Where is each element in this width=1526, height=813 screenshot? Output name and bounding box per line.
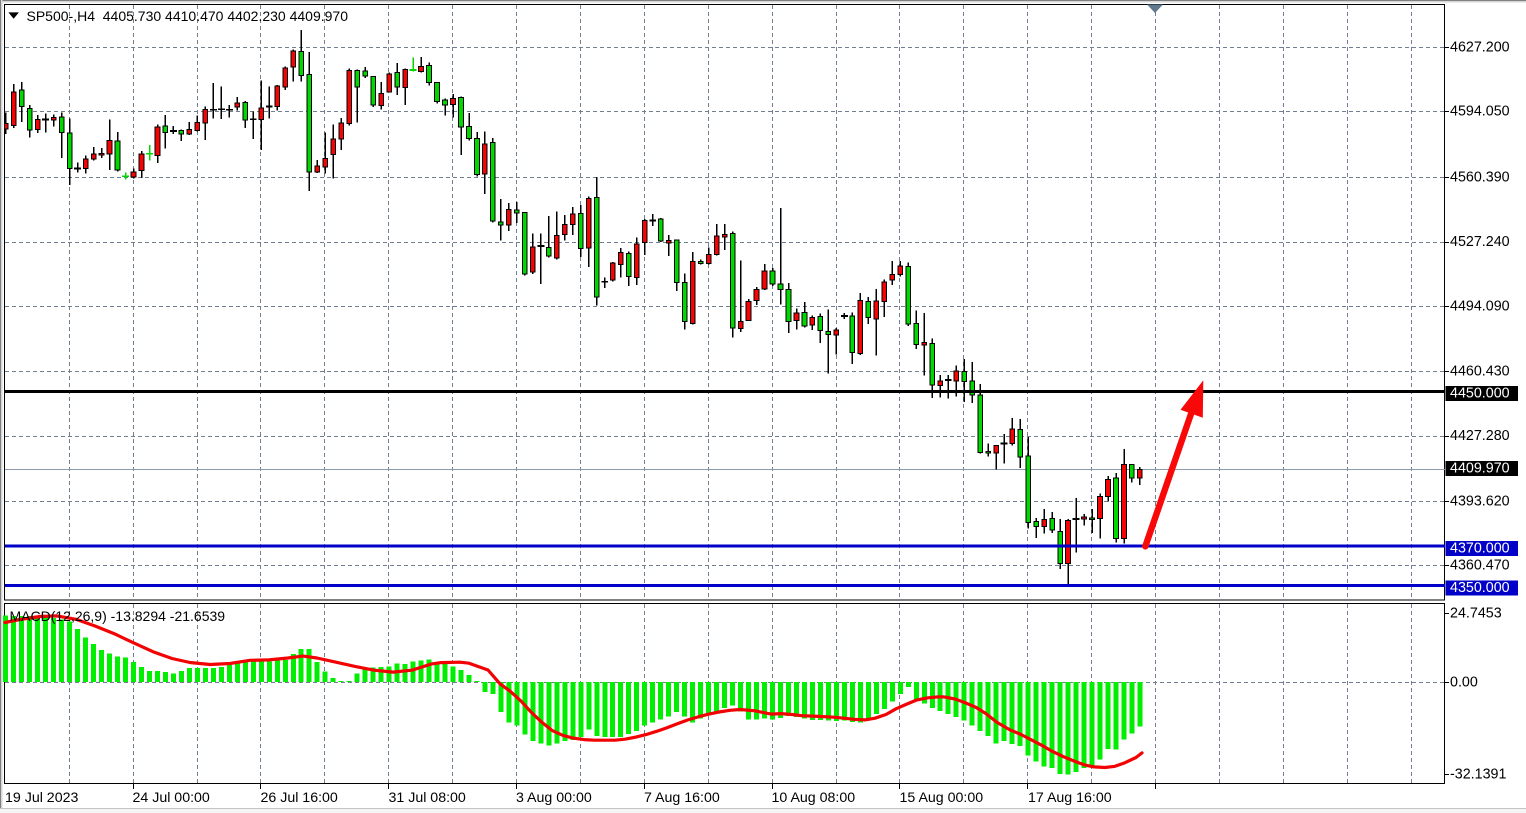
svg-text:7 Aug 16:00: 7 Aug 16:00: [644, 790, 720, 806]
svg-text:MACD(12,26,9) -13.8294 -21.653: MACD(12,26,9) -13.8294 -21.6539: [10, 608, 226, 624]
svg-text:26 Jul 16:00: 26 Jul 16:00: [261, 790, 338, 806]
svg-text:4527.240: 4527.240: [1450, 234, 1510, 250]
svg-text:4360.470: 4360.470: [1450, 558, 1510, 574]
svg-text:10 Aug 08:00: 10 Aug 08:00: [772, 790, 856, 806]
svg-text:4409.970: 4409.970: [1450, 461, 1510, 477]
svg-text:4594.050: 4594.050: [1450, 104, 1510, 120]
svg-text:SP500-,H4 4405.730 4410.470 4: SP500-,H4 4405.730 4410.470 4402.230 440…: [27, 8, 349, 24]
svg-text:4350.000: 4350.000: [1450, 580, 1510, 596]
svg-text:4627.200: 4627.200: [1450, 40, 1510, 56]
svg-text:4370.000: 4370.000: [1450, 541, 1510, 557]
svg-text:17 Aug 16:00: 17 Aug 16:00: [1028, 790, 1112, 806]
svg-text:24 Jul 00:00: 24 Jul 00:00: [133, 790, 210, 806]
svg-text:4460.430: 4460.430: [1450, 364, 1510, 380]
svg-text:31 Jul 08:00: 31 Jul 08:00: [389, 790, 466, 806]
svg-text:4427.280: 4427.280: [1450, 428, 1510, 444]
svg-text:15 Aug 00:00: 15 Aug 00:00: [900, 790, 984, 806]
svg-text:0.00: 0.00: [1450, 675, 1478, 691]
svg-text:3 Aug 00:00: 3 Aug 00:00: [516, 790, 592, 806]
svg-text:4560.390: 4560.390: [1450, 169, 1510, 185]
svg-text:19 Jul 2023: 19 Jul 2023: [5, 790, 78, 806]
svg-text:4494.090: 4494.090: [1450, 299, 1510, 315]
svg-text:4393.620: 4393.620: [1450, 493, 1510, 509]
svg-text:24.7453: 24.7453: [1450, 605, 1502, 621]
svg-text:4450.000: 4450.000: [1450, 385, 1510, 401]
svg-text:-32.1391: -32.1391: [1450, 767, 1506, 783]
